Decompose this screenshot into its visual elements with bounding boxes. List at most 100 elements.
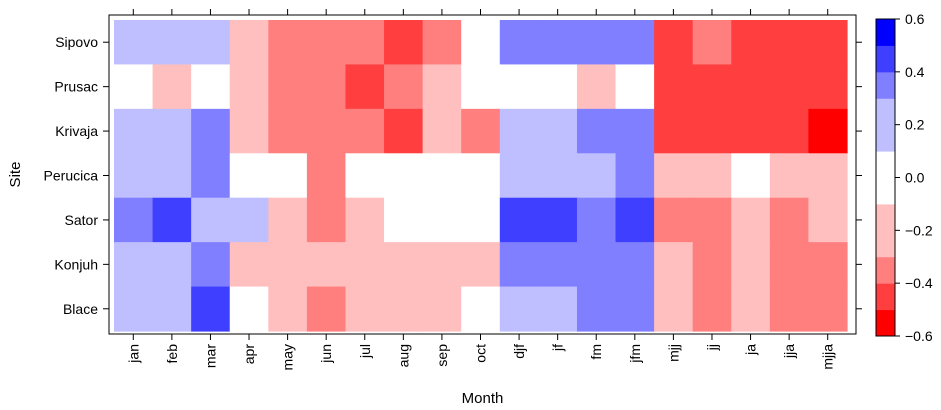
heatmap-cell	[229, 242, 269, 288]
heatmap-cell	[268, 153, 308, 199]
x-tick-label: mjj	[665, 344, 681, 362]
heatmap-cell	[731, 197, 771, 243]
heatmap-cell	[191, 153, 231, 199]
heatmap-cell	[384, 153, 424, 199]
heatmap-cell	[538, 242, 578, 288]
heatmap-cell	[422, 108, 462, 154]
heatmap-cell	[692, 64, 732, 110]
heatmap-cell	[384, 20, 424, 66]
heatmap-cell	[152, 153, 192, 199]
y-tick-label: Sipovo	[55, 34, 98, 50]
heatmap-cell	[654, 286, 694, 332]
x-tick-label: mar	[202, 344, 218, 368]
heatmap-cell	[731, 64, 771, 110]
heatmap-cell	[268, 108, 308, 154]
heatmap-cell	[114, 64, 154, 110]
colorbar-tick-label: −0.4	[905, 275, 933, 291]
heatmap-cell	[114, 153, 154, 199]
colorbar-legend: −0.6 −0.4 −0.2 0.0 0.2 0.4 0.6	[875, 11, 933, 344]
colorbar-tick-label: 0.6	[905, 11, 925, 27]
heatmap-cell	[615, 197, 655, 243]
heatmap-cell	[808, 20, 848, 66]
heatmap-cell	[306, 108, 347, 154]
heatmap-cell	[461, 197, 501, 243]
heatmap-cell	[769, 286, 810, 332]
heatmap-cell	[769, 242, 810, 288]
x-tick-label: mjja	[820, 344, 836, 370]
heatmap-cell	[345, 64, 385, 110]
x-tick-label: may	[280, 344, 296, 370]
heatmap-cell	[422, 153, 462, 199]
heatmap-cell	[229, 108, 269, 154]
y-tick-label: Prusac	[54, 79, 98, 95]
heatmap-cells	[114, 20, 848, 332]
heatmap-cell	[615, 153, 655, 199]
heatmap-cell	[499, 286, 539, 332]
heatmap-cell	[114, 242, 154, 288]
heatmap-cell	[538, 197, 578, 243]
heatmap-cell	[461, 64, 501, 110]
heatmap-cell	[345, 108, 385, 154]
heatmap-cell	[229, 286, 269, 332]
colorbar-swatch	[876, 283, 895, 311]
heatmap-cell	[692, 108, 732, 154]
x-tick-label: sep	[434, 344, 450, 367]
y-tick-label: Blace	[63, 301, 98, 317]
heatmap-cell	[731, 20, 771, 66]
heatmap-cell	[461, 153, 501, 199]
x-tick-label: djf	[511, 344, 527, 359]
heatmap-cell	[654, 242, 694, 288]
y-tick-label: Krivaja	[55, 123, 98, 139]
colorbar-tick-label: −0.6	[905, 328, 933, 344]
heatmap-cell	[384, 197, 424, 243]
colorbar-tick-label: −0.2	[905, 222, 933, 238]
heatmap-cell	[692, 242, 732, 288]
heatmap-cell	[306, 286, 347, 332]
heatmap-cell	[191, 20, 231, 66]
heatmap-cell	[268, 20, 308, 66]
heatmap-cell	[152, 20, 192, 66]
heatmap-cell	[268, 286, 308, 332]
heatmap-cell	[808, 242, 848, 288]
heatmap-cell	[268, 64, 308, 110]
x-axis: jan feb mar apr may jun jul aug sep oct djf jf fm jfm…	[125, 9, 836, 370]
y-tick-label: Sator	[65, 212, 99, 228]
heatmap-cell	[152, 286, 192, 332]
heatmap-cell	[152, 108, 192, 154]
heatmap-cell	[461, 286, 501, 332]
heatmap-cell	[268, 242, 308, 288]
heatmap-cell	[306, 197, 347, 243]
heatmap-cell	[461, 108, 501, 154]
heatmap-cell	[345, 197, 385, 243]
heatmap-cell	[692, 197, 732, 243]
heatmap-cell	[384, 242, 424, 288]
heatmap-cell	[769, 153, 810, 199]
heatmap-cell	[229, 20, 269, 66]
heatmap-cell	[615, 20, 655, 66]
x-tick-label: aug	[395, 344, 411, 367]
x-tick-label: jun	[318, 344, 334, 364]
colorbar-tick-label: 0.4	[905, 64, 925, 80]
heatmap-cell	[576, 242, 617, 288]
heatmap-cell	[229, 197, 269, 243]
heatmap-cell	[306, 153, 347, 199]
heatmap-cell	[576, 153, 617, 199]
heatmap-cell	[306, 242, 347, 288]
heatmap-cell	[461, 242, 501, 288]
colorbar-swatch	[876, 98, 895, 152]
x-tick-label: fm	[588, 344, 604, 360]
heatmap-cell	[731, 242, 771, 288]
x-tick-label: jul	[357, 344, 373, 359]
heatmap-cell	[538, 20, 578, 66]
heatmap-cell	[345, 20, 385, 66]
heatmap-cell	[654, 20, 694, 66]
colorbar-tick-label: 0.0	[905, 170, 925, 186]
heatmap-cell	[615, 286, 655, 332]
y-axis: Sipovo Prusac Krivaja Perucica Sator Konjuh Bl…	[44, 34, 862, 317]
heatmap-cell	[384, 286, 424, 332]
heatmap-cell	[422, 197, 462, 243]
heatmap-cell	[769, 197, 810, 243]
heatmap-cell	[615, 242, 655, 288]
heatmap-cell	[692, 153, 732, 199]
